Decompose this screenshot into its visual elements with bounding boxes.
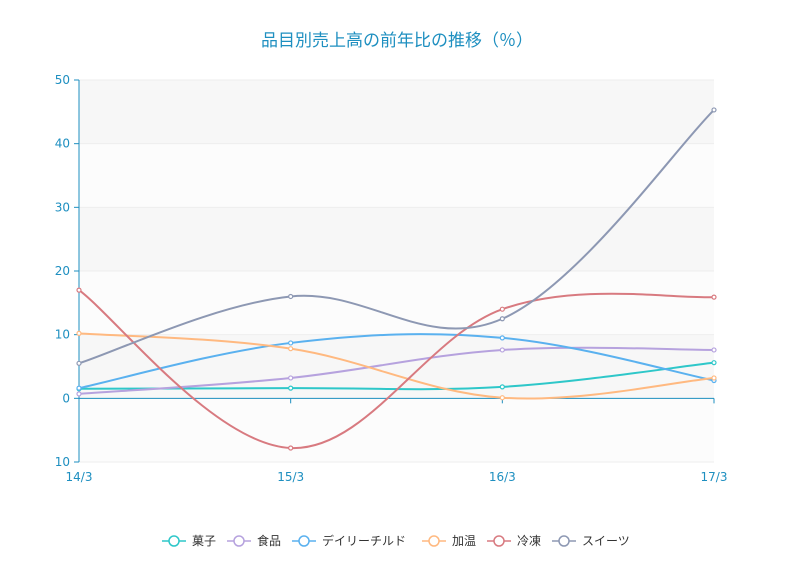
legend-label: スイーツ bbox=[582, 534, 630, 548]
y-tick-label: 30 bbox=[55, 200, 70, 214]
legend-item[interactable]: 冷凍 bbox=[487, 534, 541, 548]
background-band bbox=[79, 271, 714, 335]
data-point[interactable] bbox=[288, 375, 294, 381]
data-point[interactable] bbox=[711, 360, 717, 366]
y-tick-label: 40 bbox=[55, 137, 70, 151]
data-point[interactable] bbox=[499, 347, 505, 353]
series-line bbox=[78, 289, 715, 450]
legend-label: 冷凍 bbox=[517, 534, 541, 548]
data-point[interactable] bbox=[288, 293, 294, 300]
legend-label: 菓子 bbox=[192, 534, 216, 548]
y-tick-label: 10 bbox=[55, 455, 70, 469]
data-point[interactable] bbox=[288, 385, 294, 391]
legend-swatch-marker bbox=[168, 535, 180, 547]
legend-swatch-marker bbox=[298, 535, 310, 547]
legend-swatch-marker bbox=[428, 535, 440, 547]
data-point[interactable] bbox=[499, 395, 505, 401]
data-point[interactable] bbox=[711, 294, 717, 300]
data-point[interactable] bbox=[76, 360, 82, 366]
data-point[interactable] bbox=[499, 316, 505, 322]
background-band bbox=[79, 80, 714, 144]
legend-item[interactable]: 加温 bbox=[422, 534, 476, 548]
data-point[interactable] bbox=[76, 391, 82, 397]
y-tick-label: 20 bbox=[55, 264, 70, 278]
legend-label: 食品 bbox=[257, 533, 281, 548]
data-point[interactable] bbox=[711, 107, 717, 113]
data-point[interactable] bbox=[76, 385, 82, 391]
series-line bbox=[78, 109, 715, 365]
background-band bbox=[79, 143, 714, 208]
data-point[interactable] bbox=[499, 306, 505, 312]
series-points bbox=[76, 107, 717, 451]
data-point[interactable] bbox=[288, 340, 294, 346]
legend-label: 加温 bbox=[452, 534, 476, 548]
x-tick-label: 16/3 bbox=[489, 470, 516, 484]
y-axis-ticks: 50 40 30 20 10 0 10 bbox=[55, 73, 79, 469]
legend: 菓子 食品 デイリーチルド 加温 冷凍 スイーツ bbox=[162, 533, 630, 548]
series-line bbox=[78, 346, 715, 395]
legend-item[interactable]: 食品 bbox=[227, 533, 281, 548]
x-tick-label: 15/3 bbox=[277, 470, 304, 484]
legend-item[interactable]: スイーツ bbox=[552, 534, 630, 548]
y-tick-label: 10 bbox=[55, 328, 70, 342]
series-lines bbox=[78, 109, 715, 450]
x-tick-label: 14/3 bbox=[66, 470, 93, 484]
series-line bbox=[78, 332, 715, 400]
background-band bbox=[79, 207, 714, 271]
chart-title: 品目別売上高の前年比の推移（％） bbox=[261, 31, 533, 51]
y-tick-label: 50 bbox=[55, 73, 70, 87]
legend-swatch-marker bbox=[493, 535, 505, 547]
data-point[interactable] bbox=[76, 330, 82, 336]
data-point[interactable] bbox=[76, 287, 82, 293]
y-tick-label: 0 bbox=[62, 391, 70, 405]
background-band bbox=[79, 398, 714, 462]
data-point[interactable] bbox=[711, 375, 717, 381]
legend-label: デイリーチルド bbox=[322, 533, 406, 548]
legend-swatch-marker bbox=[558, 535, 570, 547]
series-line bbox=[78, 333, 715, 390]
x-axis-ticks: 14/3 15/3 16/3 17/3 bbox=[66, 398, 728, 484]
data-point[interactable] bbox=[499, 335, 505, 341]
legend-item[interactable]: デイリーチルド bbox=[292, 533, 406, 548]
x-tick-label: 17/3 bbox=[701, 470, 728, 484]
data-point[interactable] bbox=[288, 445, 294, 451]
legend-item[interactable]: 菓子 bbox=[162, 534, 216, 548]
data-point[interactable] bbox=[288, 346, 294, 352]
legend-swatch-marker bbox=[233, 535, 245, 547]
data-point[interactable] bbox=[499, 384, 505, 390]
data-point[interactable] bbox=[711, 347, 717, 353]
